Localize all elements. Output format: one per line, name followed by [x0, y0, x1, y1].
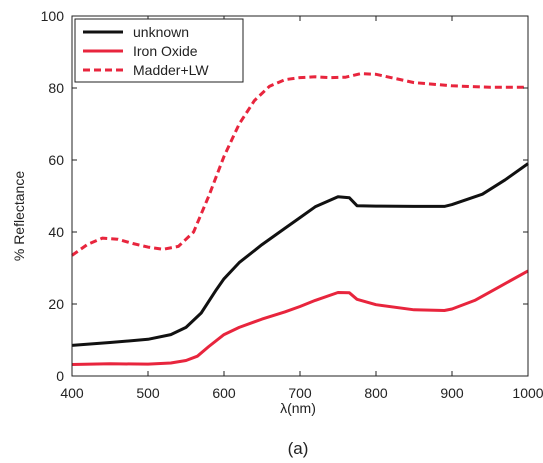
x-tick-label: 900 [440, 385, 464, 401]
y-tick-label: 100 [41, 8, 65, 24]
series-line-2 [71, 269, 529, 366]
figure-caption: (a) [288, 439, 309, 458]
x-axis-label: λ(nm) [280, 400, 316, 416]
x-tick-label: 500 [136, 385, 160, 401]
x-tick-label: 400 [60, 385, 84, 401]
y-axis-label: % Reflectance [11, 171, 27, 261]
legend-label: Madder+LW [133, 62, 209, 78]
y-tick-label: 0 [56, 368, 64, 384]
legend-label: Iron Oxide [133, 43, 198, 59]
x-tick-label: 800 [364, 385, 388, 401]
y-tick-label: 80 [48, 80, 64, 96]
y-tick-label: 60 [48, 152, 64, 168]
legend-label: unknown [133, 24, 189, 40]
plot-area [71, 72, 529, 366]
axes: 400 500 600 700 800 900 1000 0 20 40 60 80 100 [41, 8, 543, 401]
x-tick-label: 1000 [512, 385, 543, 401]
x-tick-label: 700 [288, 385, 312, 401]
y-tick-label: 20 [48, 296, 64, 312]
y-tick-label: 40 [48, 224, 64, 240]
x-tick-label: 600 [212, 385, 236, 401]
legend: unknown Iron Oxide Madder+LW [74, 18, 244, 83]
series-line-1 [71, 162, 529, 347]
series-line-3 [71, 72, 528, 257]
